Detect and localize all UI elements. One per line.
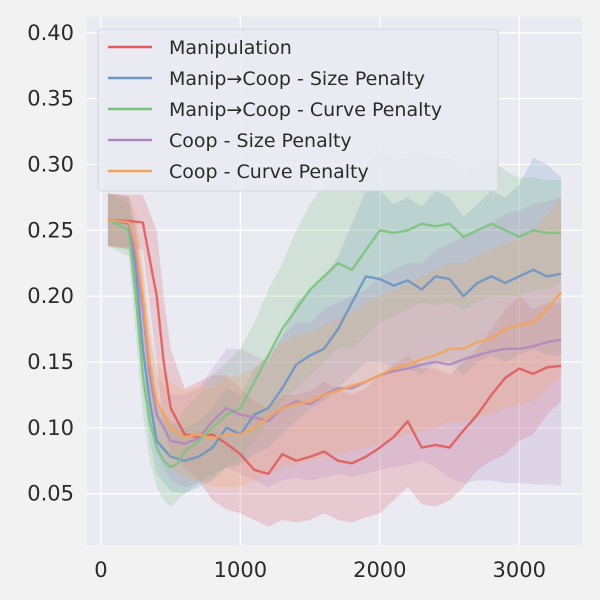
series-lines [107, 218, 563, 476]
y-tick-label: 0.05 [27, 482, 74, 506]
legend-label: Manip→Coop - Curve Penalty [169, 99, 442, 121]
manip-to-coop-size-penalty-line [107, 218, 562, 462]
x-tick-label: 3000 [493, 558, 546, 582]
legend-label: Coop - Size Penalty [169, 130, 352, 152]
y-tick-label: 0.35 [27, 87, 74, 111]
y-tick-label: 0.20 [27, 284, 74, 308]
x-tick-label: 1000 [214, 558, 267, 582]
legend-label: Coop - Curve Penalty [169, 161, 369, 183]
y-axis-ticks: 0.05 0.10 0.15 0.20 0.25 0.30 0.35 0.40 [27, 21, 74, 506]
x-tick-label: 2000 [353, 558, 406, 582]
y-tick-label: 0.40 [27, 21, 74, 45]
manip-to-coop-curve-penalty-line [107, 218, 562, 469]
legend-box [97, 28, 499, 192]
manip-to-coop-size-penalty-band [107, 157, 562, 494]
manipulation-band [107, 193, 562, 527]
y-tick-label: 0.10 [27, 416, 74, 440]
y-tick-label: 0.30 [27, 152, 74, 176]
legend-label: Manipulation [169, 37, 292, 59]
x-axis-ticks: 0 1000 2000 3000 [94, 558, 546, 582]
legend-label: Manip→Coop - Size Penalty [169, 68, 425, 90]
y-tick-label: 0.25 [27, 218, 74, 242]
y-tick-label: 0.15 [27, 350, 74, 374]
legend: Manipulation Manip→Coop - Size Penalty Man… [97, 28, 499, 192]
coop-curve-penalty-line [107, 218, 563, 440]
x-tick-label: 0 [94, 558, 107, 582]
manipulation-line [107, 218, 562, 476]
